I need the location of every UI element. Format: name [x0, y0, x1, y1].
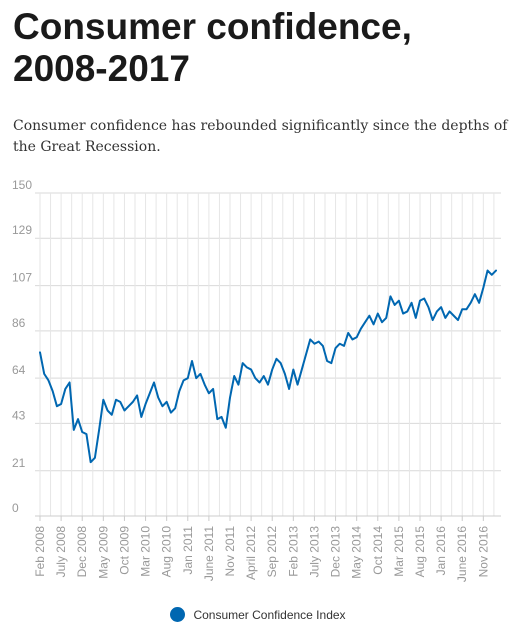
- x-tick-label: April 2012: [244, 526, 258, 580]
- x-tick-label: Nov 2011: [223, 526, 237, 577]
- y-tick-label: 21: [12, 456, 26, 470]
- y-tick-label: 0: [12, 501, 19, 515]
- line-chart: 0 21 43 64 86 107 129 150 Feb 2008 July 2008 Dec …: [12, 180, 501, 582]
- x-tick-label: June 2016: [455, 526, 469, 582]
- y-tick-label: 107: [12, 271, 32, 285]
- x-tick-label: May 2014: [350, 526, 364, 579]
- x-tick-label: Mar 2010: [139, 526, 153, 577]
- x-tick-label: Feb 2008: [33, 526, 47, 577]
- chart-title: Consumer confidence, 2008-2017: [13, 6, 412, 89]
- x-tick-label: July 2008: [54, 526, 68, 578]
- x-axis: Feb 2008 July 2008 Dec 2008 May 2009 Oct 200…: [33, 515, 501, 582]
- grid-lines: [35, 192, 501, 517]
- x-tick-label: Dec 2008: [75, 526, 89, 578]
- x-tick-label: Mar 2015: [392, 526, 406, 577]
- x-tick-label: Aug 2015: [413, 526, 427, 578]
- x-tick-label: Aug 2010: [160, 526, 174, 578]
- y-tick-label: 150: [12, 180, 32, 192]
- legend-swatch-icon: [170, 607, 186, 622]
- x-tick-label: Oct 2009: [117, 526, 131, 575]
- series-line-consumer-confidence: [39, 269, 497, 464]
- y-tick-label: 64: [12, 363, 26, 377]
- x-tick-label: June 2011: [202, 526, 216, 581]
- y-tick-label: 43: [12, 408, 26, 422]
- y-tick-label: 86: [12, 316, 26, 330]
- x-tick-label: Nov 2016: [476, 526, 490, 578]
- x-tick-label: Sep 2012: [265, 526, 279, 578]
- x-tick-label: July 2013: [307, 526, 321, 578]
- legend-label: Consumer Confidence Index: [193, 607, 346, 622]
- x-tick-label: May 2009: [96, 526, 110, 579]
- x-tick-label: Feb 2013: [286, 526, 300, 577]
- legend-item[interactable]: Consumer Confidence Index: [170, 607, 346, 622]
- x-tick-label: Jan 2011: [181, 526, 195, 575]
- x-tick-label: Oct 2014: [371, 526, 385, 575]
- legend: Consumer Confidence Index: [0, 607, 516, 625]
- y-axis: 0 21 43 64 86 107 129 150: [12, 180, 32, 515]
- y-tick-label: 129: [12, 223, 32, 237]
- x-tick-label: Jan 2016: [434, 526, 448, 576]
- chart-subtitle: Consumer confidence has rebounded signif…: [13, 118, 508, 155]
- x-tick-label: Dec 2013: [329, 526, 343, 578]
